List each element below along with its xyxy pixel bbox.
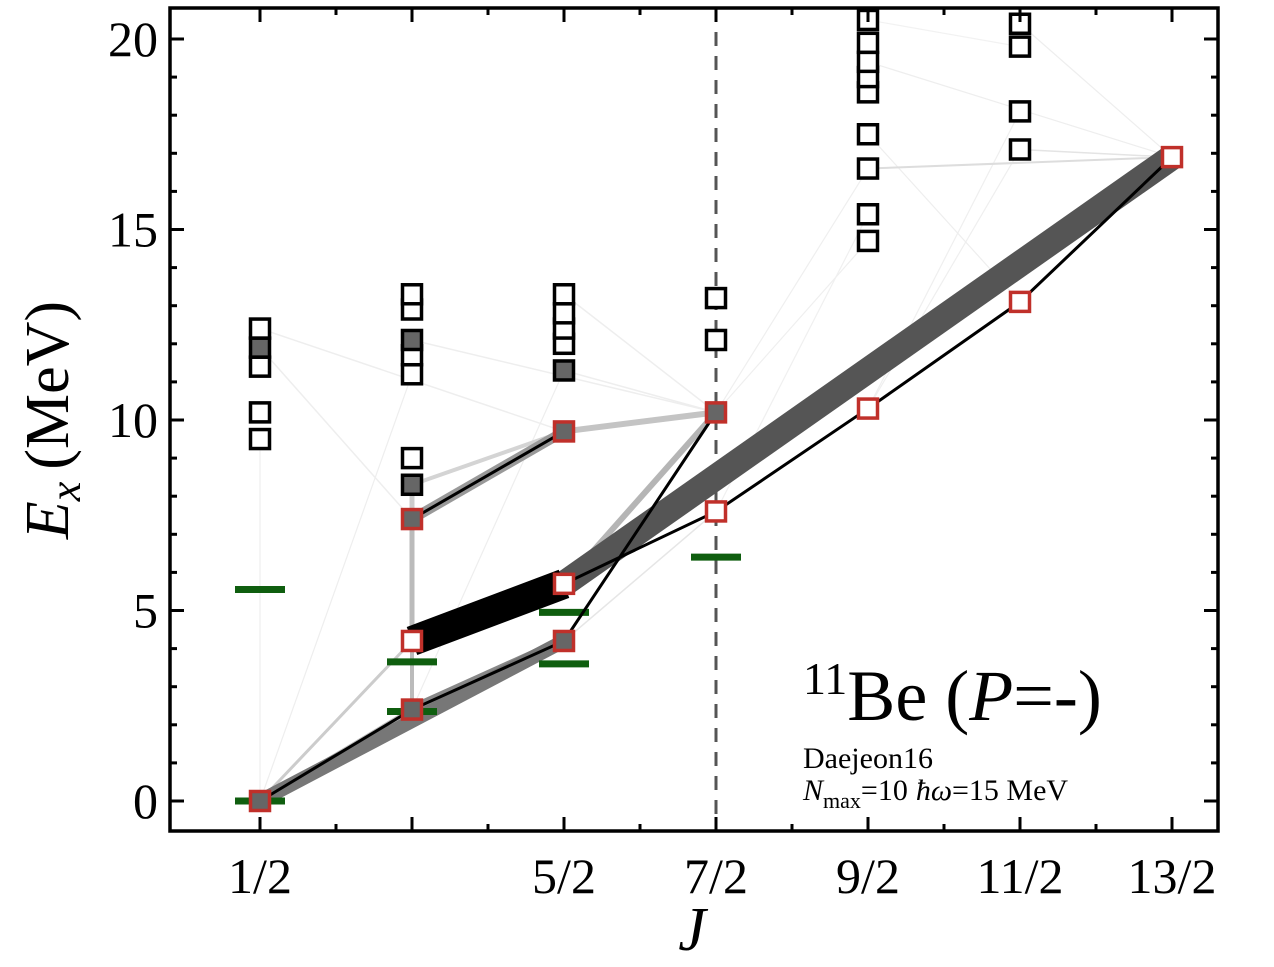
- state-marker-3: [248, 355, 272, 378]
- state-marker-19: [552, 359, 576, 382]
- parity-symbol: P: [968, 656, 1013, 736]
- y-tick-label-1: 5: [133, 583, 158, 639]
- transition-band-20: [258, 639, 414, 803]
- parity-value: =-): [1013, 656, 1102, 736]
- state-marker-7: [400, 629, 424, 653]
- state-marker-22: [552, 302, 576, 325]
- state-marker-4: [248, 336, 272, 359]
- state-marker-24: [704, 500, 728, 523]
- x-tick-label-4: 11/2: [976, 848, 1063, 904]
- state-marker-15: [400, 283, 424, 306]
- transition-band-11: [867, 19, 1021, 48]
- state-marker-41: [1008, 35, 1032, 58]
- y-axis-label: Ex (MeV): [14, 301, 90, 540]
- y-axis-label-symbol: E: [14, 501, 82, 540]
- state-marker-27: [704, 286, 728, 310]
- yrast-line-2: [411, 430, 565, 521]
- state-marker-2: [248, 401, 272, 424]
- state-marker-6: [400, 698, 424, 721]
- y-tick-label-4: 20: [108, 11, 158, 67]
- x-tick-label-1: 5/2: [532, 848, 596, 904]
- nucleus-symbol: Be: [847, 656, 927, 736]
- transition-band-27: [563, 409, 717, 435]
- state-marker-40: [1008, 100, 1032, 123]
- state-marker-32: [856, 123, 880, 146]
- yrast-path-layer: [259, 156, 1174, 803]
- transition-band-12: [259, 347, 413, 520]
- state-marker-26: [704, 328, 728, 352]
- state-marker-43: [1160, 145, 1184, 169]
- yrast-line-1: [411, 156, 1174, 643]
- state-marker-11: [400, 363, 424, 386]
- x-tick-label-2: 7/2: [684, 848, 748, 904]
- state-marker-13: [400, 328, 424, 352]
- hw-symbol: ħω: [916, 774, 952, 807]
- calculated-states-layer: [248, 8, 1184, 813]
- y-tick-labels: 0 5 10 15 20: [108, 11, 158, 829]
- transition-band-2: [411, 370, 565, 710]
- nmax-value: =10: [861, 774, 908, 807]
- y-tick-label-0: 0: [133, 773, 158, 829]
- transition-band-0: [259, 374, 413, 802]
- nmax-symbol: N: [802, 774, 825, 807]
- transition-band-16: [563, 293, 717, 413]
- state-marker-25: [704, 401, 728, 424]
- state-marker-35: [856, 50, 880, 74]
- state-marker-9: [400, 473, 424, 497]
- state-marker-39: [1008, 138, 1032, 161]
- yrast-line-0: [259, 411, 718, 803]
- state-marker-0: [248, 789, 272, 813]
- y-tick-label-3: 15: [108, 202, 158, 258]
- transition-band-32: [556, 146, 1180, 595]
- transition-band-19: [867, 156, 1173, 170]
- x-tick-labels: 1/2 5/2 7/2 9/2 11/2 13/2: [228, 848, 1216, 904]
- parity-open: (: [927, 656, 969, 736]
- state-marker-5: [248, 317, 272, 340]
- y-tick-label-2: 10: [108, 392, 158, 448]
- tick-marks-layer: [170, 8, 1218, 831]
- state-marker-1: [248, 427, 272, 451]
- state-marker-38: [1008, 290, 1032, 314]
- state-marker-17: [552, 572, 576, 596]
- x-tick-label-3: 9/2: [836, 848, 900, 904]
- transition-band-3: [715, 240, 869, 413]
- y-axis-label-unit: (MeV): [14, 301, 82, 470]
- hw-value: =15 MeV: [952, 774, 1068, 807]
- transition-band-31: [256, 634, 568, 808]
- y-axis-label-subscript: x: [41, 481, 90, 502]
- state-marker-31: [856, 157, 880, 180]
- state-marker-23: [552, 283, 576, 306]
- state-marker-16: [552, 629, 576, 653]
- transition-band-10: [1019, 23, 1173, 158]
- state-marker-30: [856, 203, 880, 226]
- state-marker-36: [856, 31, 880, 55]
- x-tick-label-0: 1/2: [228, 848, 292, 904]
- transition-band-15: [563, 369, 717, 414]
- transition-band-18: [1019, 148, 1173, 158]
- nucleus-annotation: 11Be (P=-): [803, 653, 1102, 736]
- nmax-subscript: max: [823, 788, 861, 813]
- x-tick-label-5: 13/2: [1128, 848, 1217, 904]
- model-name: Daejeon16: [803, 742, 933, 775]
- model-parameters: Nmax=10 ħω=15 MeV: [802, 774, 1068, 813]
- transition-band-17: [563, 510, 717, 642]
- state-marker-28: [856, 397, 880, 420]
- transition-band-4: [715, 168, 869, 413]
- state-marker-29: [856, 229, 880, 253]
- state-marker-10: [400, 446, 424, 470]
- x-axis-label: J: [678, 896, 708, 962]
- state-marker-18: [552, 420, 576, 443]
- state-marker-8: [400, 507, 424, 531]
- nucleus-mass-number: 11: [803, 653, 847, 704]
